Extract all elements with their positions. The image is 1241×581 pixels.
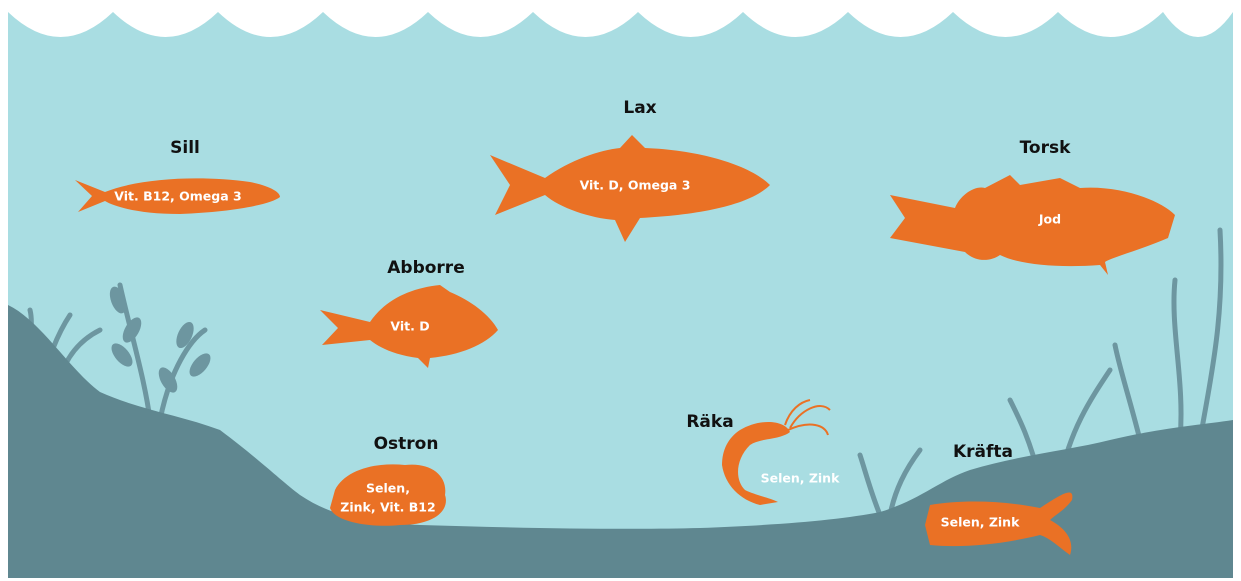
creature-name: Räka xyxy=(686,412,733,432)
creature-name: Lax xyxy=(623,98,656,118)
creature-name: Sill xyxy=(170,138,200,158)
nutrients: Vit. B12, Omega 3 xyxy=(114,189,241,204)
scene: Sill Vit. B12, Omega 3 Lax Vit. D, Omega 3 T… xyxy=(0,0,1241,581)
nutrients: Selen, Zink xyxy=(941,515,1020,530)
nutrients: Zink, Vit. B12 xyxy=(340,500,435,515)
creature-name: Abborre xyxy=(387,258,464,278)
creature-name: Ostron xyxy=(374,434,439,454)
nutrients: Vit. D, Omega 3 xyxy=(580,178,691,193)
creature-name: Kräfta xyxy=(953,442,1013,462)
nutrients: Vit. D xyxy=(390,319,429,334)
nutrients: Selen, xyxy=(366,481,410,496)
nutrients: Selen, Zink xyxy=(761,471,840,486)
creature-name: Torsk xyxy=(1020,138,1072,158)
nutrients: Jod xyxy=(1038,212,1061,227)
